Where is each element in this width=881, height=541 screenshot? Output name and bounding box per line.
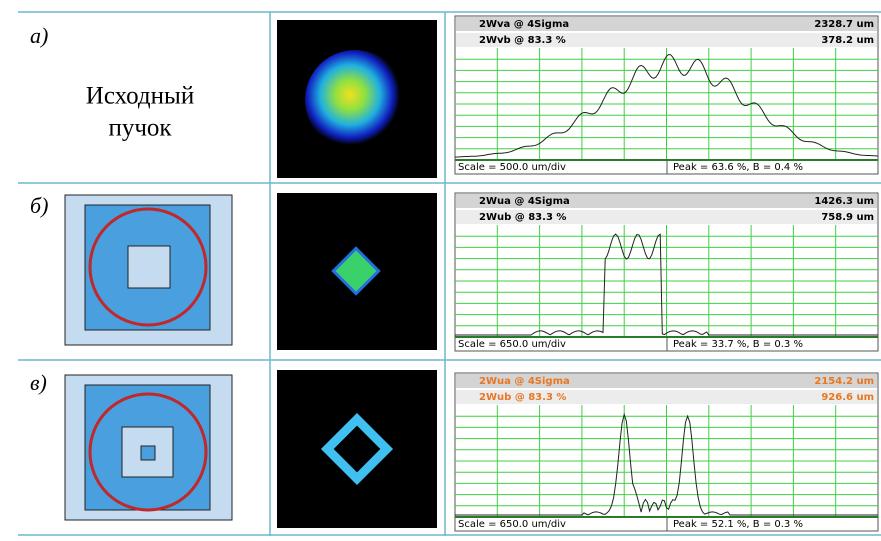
beam-spot: [305, 50, 405, 150]
mask-diagram: [65, 195, 232, 345]
profiles: 2Wva @ 4Sigma 2328.7 um 2Wvb @ 83.3 % 378.2…: [455, 16, 878, 531]
header-value: 758.9 um: [821, 212, 874, 223]
header-name: 2Wvb @ 83.3 %: [479, 35, 566, 46]
scale-text: Scale = 500.0 um/div: [458, 162, 566, 173]
header-value: 378.2 um: [821, 35, 874, 46]
header-value: 1426.3 um: [814, 196, 874, 207]
row-label: а): [30, 23, 48, 48]
header-value: 2328.7 um: [814, 19, 874, 30]
mask-diagram: [65, 375, 232, 520]
peak-text: Peak = 63.6 %, B = 0.4 %: [673, 162, 803, 173]
header-name: 2Wub @ 83.3 %: [479, 212, 566, 223]
peak-text: Peak = 33.7 %, B = 0.3 %: [673, 339, 803, 350]
row-label: б): [30, 193, 48, 218]
header-value: 926.6 um: [821, 392, 874, 403]
header-name: 2Wua @ 4Sigma: [479, 376, 570, 387]
header-name: 2Wua @ 4Sigma: [479, 196, 570, 207]
row-label: в): [30, 370, 47, 395]
description: пучок: [108, 115, 172, 142]
header-value: 2154.2 um: [814, 376, 874, 387]
figure: а) Исходный пучок б) в) 2Wva @ 4Sigma 232…: [0, 0, 881, 536]
header-name: 2Wub @ 83.3 %: [479, 392, 566, 403]
description: Исходный: [86, 83, 194, 110]
header-name: 2Wva @ 4Sigma: [479, 19, 569, 30]
scale-text: Scale = 650.0 um/div: [458, 519, 566, 530]
peak-text: Peak = 52.1 %, B = 0.3 %: [673, 519, 803, 530]
scale-text: Scale = 650.0 um/div: [458, 339, 566, 350]
